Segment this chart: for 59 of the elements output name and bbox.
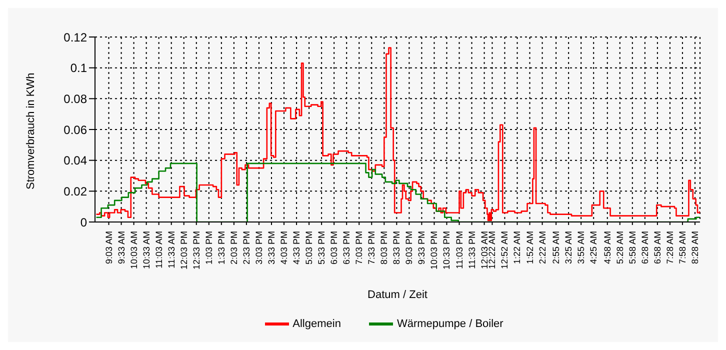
x-tick-label: 11:33 AM: [166, 231, 176, 268]
x-tick-label: 6:03 PM: [329, 231, 340, 265]
y-tick-label: 0.1: [70, 61, 88, 76]
x-tick-label: 5:58 AM: [627, 231, 638, 264]
x-tick-label: 1:22 AM: [512, 231, 522, 264]
x-tick-label: 9:33 PM: [416, 231, 427, 265]
x-tick-label: 10:03 AM: [128, 231, 139, 270]
x-tick-label: 8:33 PM: [392, 231, 402, 265]
x-tick-label: 2:55 AM: [551, 231, 562, 264]
x-tick-label: 7:58 AM: [677, 231, 688, 264]
y-tick-label: 0.06: [64, 122, 88, 137]
x-tick-label: 3:25 AM: [564, 231, 574, 264]
legend-label: Wärmepumpe / Boiler: [396, 318, 504, 330]
x-tick-label: 3:55 AM: [576, 231, 586, 264]
y-axis-title: Stromverbrauch in KWh: [24, 72, 37, 190]
x-tick-label: 5:28 AM: [614, 231, 625, 264]
x-tick-label: 10:03 PM: [429, 231, 440, 270]
x-tick-label: 4:03 PM: [279, 231, 290, 265]
x-tick-label: 1:52 AM: [524, 231, 535, 264]
legend-label: Allgemein: [292, 318, 341, 330]
x-tick-label: 7:03 PM: [354, 231, 364, 265]
x-tick-label: 9:03 AM: [104, 231, 114, 264]
x-tick-label: 12:03 PM: [178, 231, 189, 270]
x-tick-label: 11:03 PM: [454, 231, 464, 269]
x-tick-label: 5:33 PM: [316, 231, 327, 265]
x-tick-label: 6:33 PM: [342, 231, 352, 265]
x-tick-label: 3:03 PM: [254, 231, 264, 265]
y-tick-label: 0: [80, 215, 88, 230]
x-tick-label: 9:33 AM: [116, 231, 126, 264]
x-tick-label: 1:33 PM: [216, 231, 226, 265]
x-axis-title: Datum / Zeit: [368, 289, 428, 301]
x-tick-label: 7:28 AM: [664, 231, 675, 264]
x-tick-label: 6:58 AM: [652, 231, 662, 264]
x-tick-label: 8:28 AM: [690, 231, 700, 264]
x-tick-label: 5:03 PM: [304, 231, 314, 265]
x-tick-label: 2:03 PM: [228, 231, 239, 265]
x-tick-label: 2:33 PM: [241, 231, 252, 265]
x-tick-label: 10:33 PM: [442, 231, 452, 270]
x-tick-label: 9:03 PM: [404, 231, 414, 265]
x-tick-label: 4:25 AM: [588, 231, 599, 264]
x-tick-label: 12:33 PM: [191, 231, 202, 270]
x-tick-label: 1:03 PM: [204, 231, 214, 265]
y-tick-label: 0.04: [64, 154, 88, 168]
x-tick-label: 4:33 PM: [292, 231, 302, 265]
x-tick-label: 4:58 AM: [602, 231, 612, 264]
y-tick-label: 0.12: [64, 30, 88, 44]
x-tick-label: 2:22 AM: [537, 231, 548, 264]
x-tick-label: 12:22 AM: [487, 231, 498, 270]
x-tick-label: 8:03 PM: [379, 231, 390, 265]
x-tick-label: 12:03 AM: [479, 231, 490, 270]
y-tick-label: 0.08: [64, 92, 88, 106]
x-tick-label: 11:33 PM: [466, 231, 477, 269]
x-tick-label: 3:33 PM: [266, 231, 276, 265]
y-tick-label: 0.02: [64, 184, 88, 198]
x-tick-label: 12:52 AM: [500, 231, 510, 270]
x-tick-label: 11:03 AM: [154, 231, 164, 268]
x-tick-label: 6:28 AM: [640, 231, 650, 264]
x-tick-label: 7:33 PM: [366, 231, 377, 265]
x-tick-label: 10:33 AM: [141, 231, 152, 270]
